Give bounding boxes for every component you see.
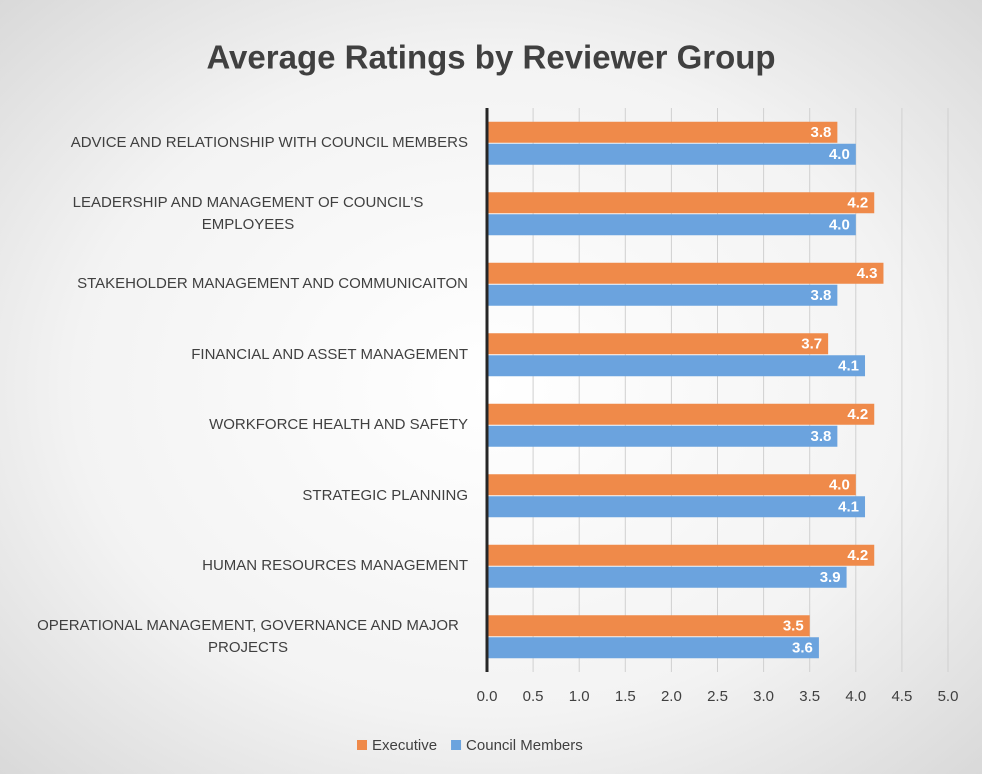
- bar: [487, 333, 829, 355]
- legend-swatch: [357, 740, 367, 750]
- category-label: STRATEGIC PLANNING: [302, 486, 468, 504]
- bar: [487, 355, 866, 377]
- bar: [487, 262, 884, 284]
- x-tick-label: 3.5: [799, 688, 820, 705]
- bar: [487, 496, 866, 518]
- value-label: 4.0: [829, 477, 850, 494]
- value-label: 4.2: [847, 547, 868, 564]
- bar: [487, 566, 847, 588]
- x-tick-label: 1.5: [615, 688, 636, 705]
- x-tick-label: 4.5: [891, 688, 912, 705]
- category-label: FINANCIAL AND ASSET MANAGEMENT: [191, 345, 468, 363]
- legend-label: Council Members: [466, 737, 583, 754]
- x-tick-label: 4.0: [845, 688, 866, 705]
- value-label: 3.8: [811, 428, 832, 445]
- bar: [487, 121, 838, 143]
- bar: [487, 544, 875, 566]
- value-label: 3.8: [811, 287, 832, 304]
- bar: [487, 284, 838, 306]
- bar: [487, 143, 856, 165]
- category-label: ADVICE AND RELATIONSHIP WITH COUNCIL MEM…: [70, 134, 468, 152]
- bar: [487, 214, 856, 236]
- value-label: 3.7: [801, 336, 822, 353]
- bar: [487, 403, 875, 425]
- x-tick-label: 0.0: [477, 688, 498, 705]
- x-tick-label: 5.0: [938, 688, 959, 705]
- x-tick-label: 0.5: [523, 688, 544, 705]
- value-label: 3.9: [820, 569, 841, 586]
- x-tick-label: 1.0: [569, 688, 590, 705]
- bar: [487, 425, 838, 447]
- bar: [487, 615, 810, 637]
- value-label: 3.8: [811, 124, 832, 141]
- bar: [487, 192, 875, 214]
- category-label: STAKEHOLDER MANAGEMENT AND COMMUNICAITON: [77, 275, 468, 293]
- value-label: 4.0: [829, 146, 850, 163]
- x-tick-label: 2.5: [707, 688, 728, 705]
- legend-label: Executive: [372, 737, 437, 754]
- value-label: 3.6: [792, 640, 813, 657]
- value-label: 4.1: [838, 358, 859, 375]
- value-label: 4.3: [857, 265, 878, 282]
- value-label: 4.0: [829, 217, 850, 234]
- x-tick-label: 3.0: [753, 688, 774, 705]
- value-label: 4.2: [847, 406, 868, 423]
- category-label: HUMAN RESOURCES MANAGEMENT: [202, 557, 468, 575]
- value-label: 4.2: [847, 195, 868, 212]
- category-label: LEADERSHIP AND MANAGEMENT OF COUNCIL'S E…: [72, 193, 424, 233]
- value-label: 4.1: [838, 499, 859, 516]
- category-label: OPERATIONAL MANAGEMENT, GOVERNANCE AND M…: [37, 616, 459, 656]
- x-tick-label: 2.0: [661, 688, 682, 705]
- value-label: 3.5: [783, 618, 804, 635]
- category-label: WORKFORCE HEALTH AND SAFETY: [209, 416, 468, 434]
- legend-swatch: [451, 740, 462, 750]
- bar: [487, 637, 819, 659]
- bar: [487, 474, 856, 496]
- chart-title: Average Ratings by Reviewer Group: [206, 39, 775, 76]
